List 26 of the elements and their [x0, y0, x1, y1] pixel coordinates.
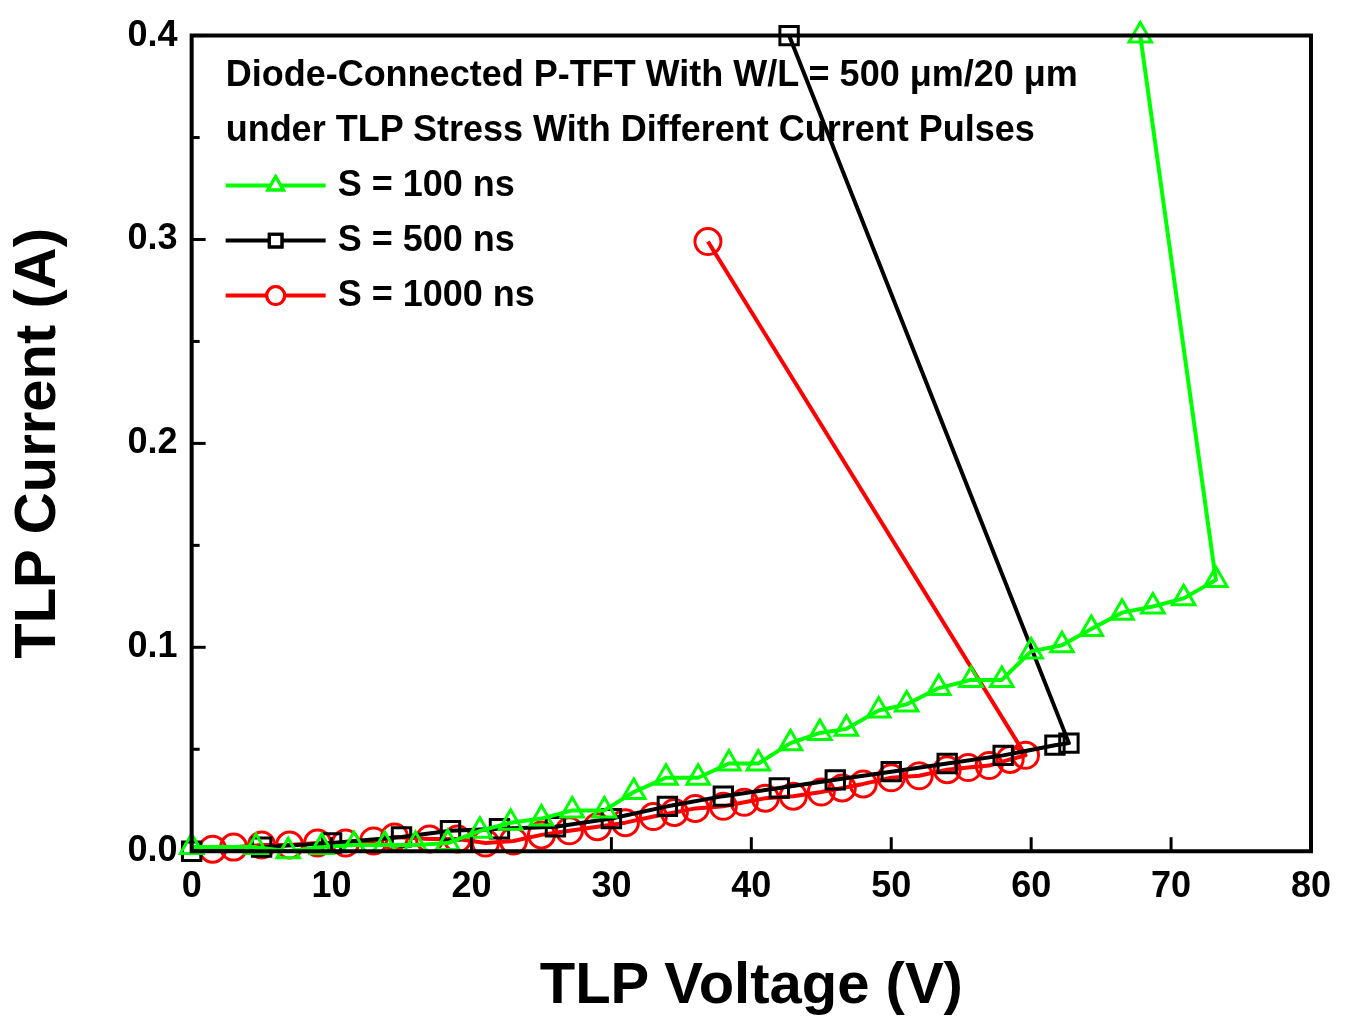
- x-tick-label: 10: [311, 863, 352, 905]
- legend-label: S = 500 ns: [337, 217, 515, 259]
- x-tick-label: 40: [731, 863, 772, 905]
- x-tick-label: 50: [871, 863, 912, 905]
- legend-label: S = 1000 ns: [337, 272, 535, 314]
- point: [1127, 21, 1154, 44]
- point: [1140, 592, 1166, 615]
- x-tick-label: 20: [451, 863, 492, 905]
- y-tick-label: 0.0: [127, 828, 178, 870]
- x-tick-label: 30: [591, 863, 632, 905]
- x-tick-label: 70: [1151, 863, 1192, 905]
- text: Diode-Connected P-TFT With W/L = 500 μm/20 μm: [225, 52, 1078, 94]
- legend-label: S = 100 ns: [337, 162, 515, 204]
- x-tick-label: 80: [1290, 863, 1331, 905]
- y-tick-label: 0.1: [127, 624, 178, 666]
- point: [1044, 734, 1066, 756]
- x-axis-title: TLP Voltage (V): [539, 950, 963, 1016]
- point: [768, 777, 790, 799]
- y-tick-label: 0.3: [127, 216, 178, 258]
- x-tick-label: 0: [181, 863, 202, 905]
- x-tick-label: 60: [1011, 863, 1052, 905]
- y-tick-label: 0.2: [127, 420, 178, 462]
- point: [1058, 732, 1080, 754]
- y-axis-title: TLP Current (A): [1, 228, 67, 659]
- point: [1203, 565, 1229, 589]
- y-tick-label: 0.4: [127, 12, 178, 54]
